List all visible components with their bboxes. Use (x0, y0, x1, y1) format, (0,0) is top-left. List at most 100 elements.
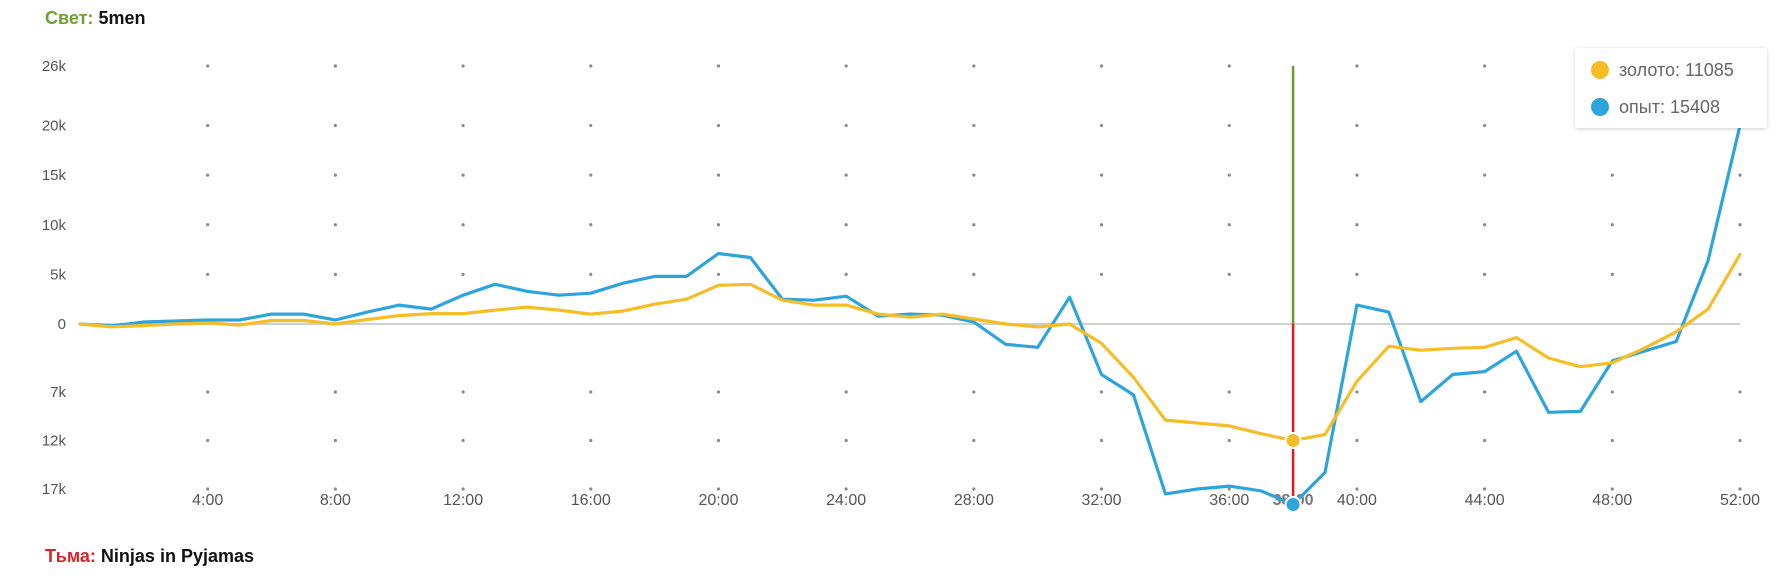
grid-dot (844, 123, 848, 128)
grid-dot (1355, 223, 1359, 227)
light-side-label: Свет: (45, 8, 94, 28)
legend-item-xp[interactable]: опыт: 15408 (1591, 95, 1720, 119)
grid-dot (1483, 173, 1487, 177)
grid-dot (1227, 123, 1231, 128)
grid-dot (461, 123, 465, 128)
grid-dot (206, 173, 210, 177)
grid-dot (1483, 64, 1487, 68)
grid-dot (716, 438, 721, 443)
grid-dot (206, 64, 210, 68)
light-team-label: Свет: 5men (45, 8, 145, 29)
grid-dot (206, 272, 210, 276)
grid-dot (1610, 223, 1614, 227)
x-tick-label: 36:00 (1209, 492, 1249, 509)
grid-dot (844, 487, 848, 491)
grid-dot (333, 173, 337, 177)
y-tick-label: 7k (50, 384, 66, 401)
grid-dot (589, 123, 593, 128)
grid-dot (333, 438, 337, 443)
grid-dot (1610, 487, 1614, 491)
grid-dot (333, 64, 337, 68)
grid-dot (461, 173, 465, 177)
x-tick-label: 52:00 (1720, 492, 1760, 509)
xp-highlight-marker (1284, 496, 1302, 514)
grid-dot (972, 223, 976, 227)
grid-dot (206, 487, 210, 491)
xp-legend-label: опыт: 15408 (1619, 96, 1720, 117)
x-tick-label: 16:00 (571, 492, 611, 509)
x-tick-label: 44:00 (1465, 492, 1505, 509)
grid-dot (1099, 390, 1104, 394)
grid-dot (1355, 487, 1359, 491)
gold-series-line (78, 252, 1742, 443)
y-tick-label: 0 (58, 316, 66, 333)
legend-item-gold[interactable]: золото: 11085 (1591, 58, 1734, 82)
grid-dot (206, 438, 210, 443)
x-tick-label: 32:00 (1082, 492, 1122, 509)
grid-dot (1483, 487, 1487, 491)
chart-legend: золото: 11085 опыт: 15408 (1575, 48, 1767, 128)
grid-dot (972, 272, 976, 276)
grid-dot (589, 390, 593, 394)
grid-dot (1483, 438, 1487, 443)
grid-dot (333, 487, 337, 491)
x-tick-label: 12:00 (443, 492, 483, 509)
grid-dot (1227, 390, 1231, 394)
grid-dot (1738, 272, 1742, 276)
grid-dot (972, 173, 976, 177)
grid-dot (1355, 173, 1359, 177)
grid-dot (716, 64, 721, 68)
grid-dot (1610, 173, 1614, 177)
grid-dot (844, 438, 848, 443)
grid-dot (1483, 272, 1487, 276)
grid-dot (333, 390, 337, 394)
grid-dot (589, 173, 593, 177)
grid-dot (972, 64, 976, 68)
grid-dot (1355, 123, 1359, 128)
grid-dot (333, 272, 337, 276)
grid-dot (461, 64, 465, 68)
grid-dot (333, 223, 337, 227)
grid-dot (589, 438, 593, 443)
grid-dot (972, 438, 976, 443)
grid-dot (1483, 123, 1487, 128)
grid-dot (1738, 223, 1742, 227)
grid-dot (1099, 223, 1104, 227)
y-tick-label: 5k (50, 266, 66, 283)
grid-dot (844, 223, 848, 227)
grid-dot (1610, 390, 1614, 394)
y-tick-label: 12k (42, 432, 67, 449)
x-tick-label: 28:00 (954, 492, 994, 509)
grid-dot (1738, 173, 1742, 177)
gold-xp-advantage-chart[interactable]: 26k 20k 15k 10k 5k 0 7k 12k 17k 4:00 8:00 12:00 16:0… (0, 0, 1785, 540)
grid-dot (1483, 223, 1487, 227)
grid-dot (461, 487, 465, 491)
grid-dot (1227, 64, 1231, 68)
grid-dot (589, 487, 593, 491)
x-tick-label: 40:00 (1337, 492, 1377, 509)
grid-dot (1227, 487, 1231, 491)
grid-dot (1355, 272, 1359, 276)
grid-dot (1610, 272, 1614, 276)
grid-dot (206, 390, 210, 394)
grid-dot (1099, 123, 1104, 128)
grid-dot (716, 390, 721, 394)
grid-dot (1355, 390, 1359, 394)
grid-dot (844, 272, 848, 276)
grid-dot (333, 123, 337, 128)
x-tick-label: 48:00 (1592, 492, 1632, 509)
grid-dot (461, 272, 465, 276)
grid-dot (1227, 173, 1231, 177)
grid-dot (1227, 223, 1231, 227)
grid-dot (716, 173, 721, 177)
dark-team-label: Тьма: Ninjas in Pyjamas (45, 546, 254, 567)
y-tick-label: 15k (42, 167, 67, 184)
gold-highlight-marker (1284, 431, 1302, 449)
y-tick-label: 26k (42, 58, 67, 75)
grid-dot (1099, 173, 1104, 177)
y-tick-label: 10k (42, 217, 67, 234)
grid-dot (1099, 487, 1104, 491)
grid-dot (844, 173, 848, 177)
gold-legend-label: золото: 11085 (1619, 59, 1734, 80)
grid-dot (972, 123, 976, 128)
